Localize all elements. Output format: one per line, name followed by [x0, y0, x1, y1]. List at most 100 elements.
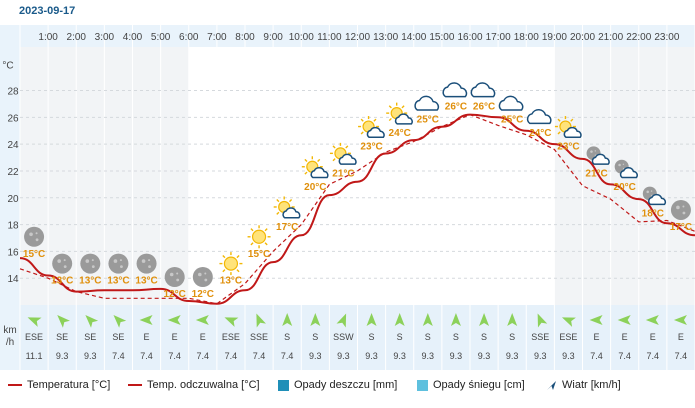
sun-cloud-icon — [329, 142, 357, 165]
wind-unit-top: km — [3, 325, 16, 336]
legend-temperature[interactable]: Temperatura [°C] — [8, 379, 110, 393]
temperature-label: 25°C — [501, 115, 523, 126]
hour-tick-label: 5:00 — [151, 32, 171, 43]
temperature-label: 12°C — [164, 289, 186, 300]
wind-speed-label: 9.3 — [393, 351, 406, 361]
temperature-label: 12°C — [192, 289, 214, 300]
legend-snow-label: Opady śniegu [cm] — [433, 379, 525, 392]
wind-speed-label: 9.3 — [534, 351, 547, 361]
wind-speed-label: 7.4 — [647, 351, 660, 361]
sun-cloud-icon — [386, 102, 413, 125]
y-tick-label: 26 — [7, 113, 19, 124]
rain-swatch — [278, 379, 289, 391]
hour-tick-label: 12:00 — [345, 32, 370, 43]
temperature-label: 26°C — [445, 101, 467, 112]
hour-tick-label: 1:00 — [38, 32, 58, 43]
wind-direction-icon — [282, 313, 293, 326]
cloud-icon — [498, 95, 524, 111]
wind-speed-label: 7.4 — [168, 351, 181, 361]
wind-speed-label: 9.3 — [478, 351, 491, 361]
temperature-label: 25°C — [417, 115, 439, 126]
wind-direction-label: ESE — [559, 332, 577, 342]
night-column — [20, 47, 49, 305]
wind-direction-label: E — [650, 332, 656, 342]
temperature-line-swatch — [8, 384, 22, 387]
temperature-label: 17°C — [276, 222, 298, 233]
moon-icon — [670, 199, 691, 220]
cloud-icon — [442, 82, 468, 98]
wind-speed-label: 9.3 — [309, 351, 322, 361]
wind-direction-label: SSE — [531, 332, 549, 342]
hour-tick-label: 18:00 — [514, 32, 539, 43]
wind-direction-icon — [394, 313, 405, 326]
temperature-label: 23°C — [557, 142, 579, 153]
y-axis-unit: °C — [2, 61, 13, 72]
temperature-label: 23°C — [360, 142, 382, 153]
legend-feels-like[interactable]: Temp. odczuwalna [°C] — [128, 379, 260, 393]
wind-direction-label: S — [369, 332, 375, 342]
wind-speed-label: 9.3 — [562, 351, 575, 361]
sun-cloud-icon — [554, 116, 582, 139]
wind-direction-icon — [57, 315, 70, 328]
moon-icon — [24, 226, 45, 247]
wind-speed-label: 9.3 — [365, 351, 378, 361]
wind-direction-label: ESE — [222, 332, 240, 342]
hour-tick-label: 16:00 — [457, 32, 482, 43]
legend-snow[interactable]: Opady śniegu [cm] — [417, 379, 525, 393]
wind-arrow-icon — [547, 380, 556, 390]
temperature-label: 20°C — [614, 182, 636, 193]
hour-tick-label: 3:00 — [95, 32, 115, 43]
wind-speed-label: 9.3 — [337, 351, 350, 361]
hour-tick-label: 4:00 — [123, 32, 143, 43]
hour-tick-label: 11:00 — [317, 32, 342, 43]
feels-like-line-swatch — [128, 384, 142, 387]
chart-svg: 14 16 18 20 22 24 26 28 °C 1:00 2:00 3:00 4:00 5:00 6:… — [0, 25, 695, 370]
y-tick-label: 16 — [7, 247, 19, 258]
temperature-label: 13°C — [220, 276, 242, 287]
hourly-forecast-chart: 14 16 18 20 22 24 26 28 °C 1:00 2:00 3:00 4:00 5:00 6:… — [0, 25, 695, 373]
wind-direction-label: S — [397, 332, 403, 342]
wind-direction-icon — [27, 317, 42, 327]
wind-direction-icon — [85, 315, 99, 328]
wind-direction-icon — [366, 313, 377, 326]
temperature-label: 24°C — [389, 128, 411, 139]
wind-direction-icon — [537, 313, 548, 328]
wind-direction-label: S — [425, 332, 431, 342]
wind-direction-label: E — [594, 332, 600, 342]
wind-direction-icon — [224, 317, 239, 327]
temperature-label: 24°C — [529, 128, 551, 139]
wind-direction-label: SE — [56, 332, 68, 342]
wind-speed-label: 7.4 — [281, 351, 294, 361]
moon-icon — [192, 267, 213, 287]
cloud-icon — [414, 95, 440, 111]
forecast-date: 2023-09-17 — [19, 5, 76, 17]
temperature-label: 18°C — [642, 209, 664, 220]
moon-icon — [108, 253, 129, 274]
wind-direction-icon — [195, 315, 209, 325]
night-column — [554, 47, 583, 305]
wind-direction-icon — [139, 315, 153, 325]
wind-direction-icon — [507, 313, 518, 326]
wind-direction-label: E — [678, 332, 684, 342]
y-tick-label: 22 — [7, 167, 19, 178]
wind-direction-icon — [336, 313, 347, 328]
wind-direction-icon — [617, 315, 631, 325]
legend-wind[interactable]: Wiatr [km/h] — [546, 379, 621, 393]
hour-tick-label: 15:00 — [429, 32, 454, 43]
wind-speed-label: 9.3 — [56, 351, 69, 361]
temperature-label: 17°C — [670, 222, 692, 233]
wind-direction-label: S — [453, 332, 459, 342]
wind-speed-label: 7.4 — [253, 351, 266, 361]
wind-direction-label: S — [481, 332, 487, 342]
sun-cloud-icon — [358, 116, 385, 139]
wind-speed-label: 9.3 — [450, 351, 463, 361]
wind-direction-label: ESE — [25, 332, 43, 342]
hour-tick-label: 7:00 — [207, 32, 227, 43]
hour-tick-label: 6:00 — [179, 32, 199, 43]
y-tick-label: 20 — [7, 194, 19, 205]
legend-rain[interactable]: Opady deszczu [mm] — [278, 379, 397, 393]
moon-icon — [136, 253, 157, 274]
cloud-icon — [526, 109, 552, 125]
wind-direction-label: E — [172, 332, 178, 342]
wind-unit-bottom: /h — [6, 337, 14, 348]
